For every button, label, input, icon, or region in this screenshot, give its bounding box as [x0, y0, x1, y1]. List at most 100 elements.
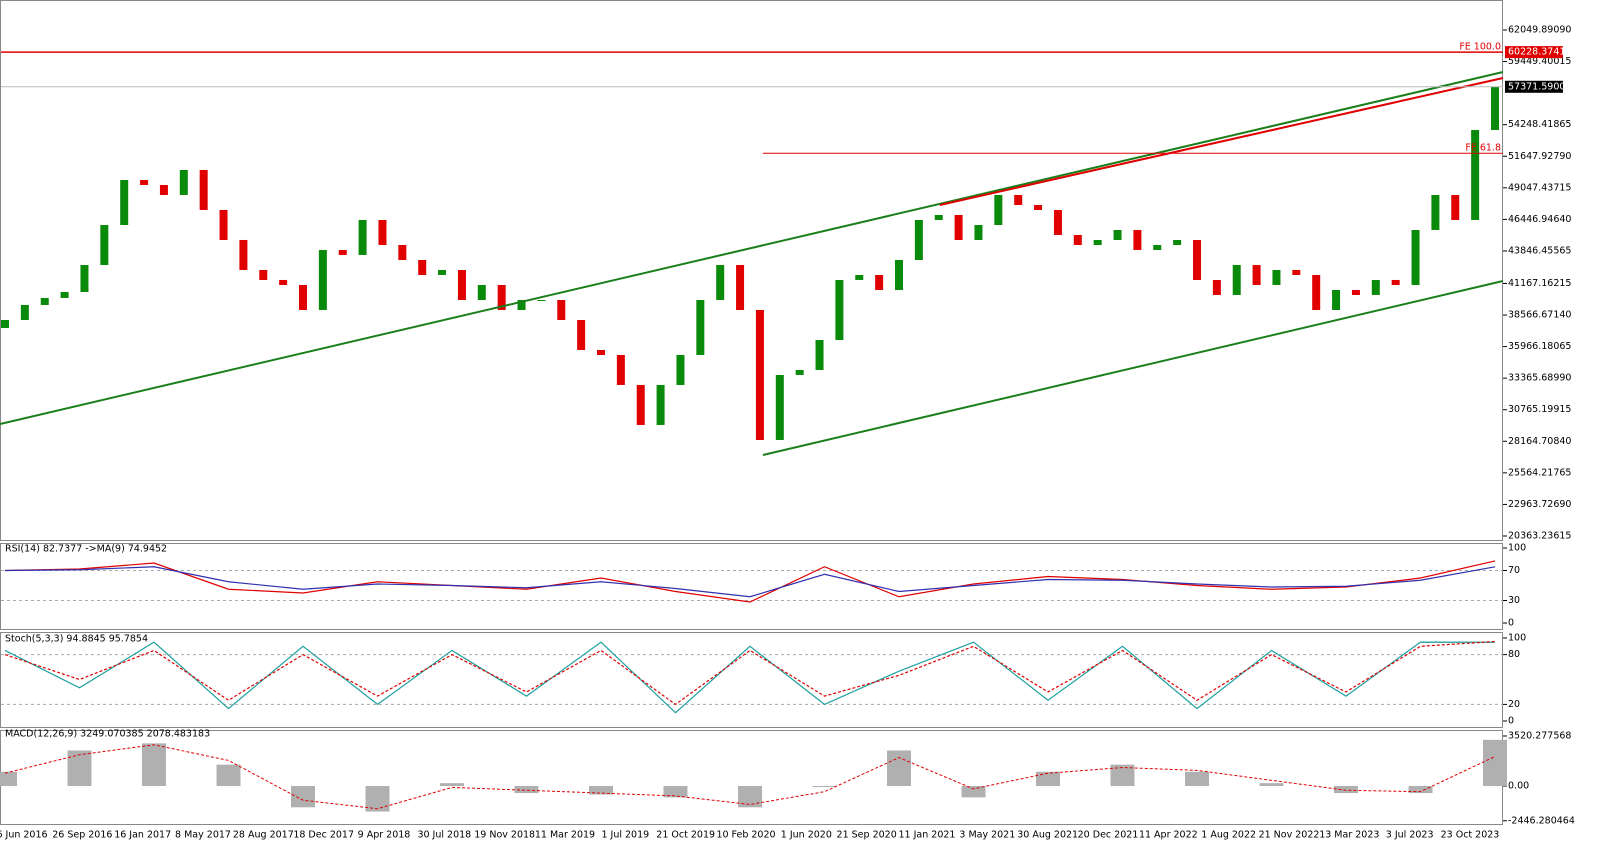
trend-line [939, 77, 1504, 206]
indicator-title: Stoch(5,3,3) 94.8845 95.7854 [5, 634, 148, 645]
y-tick-label: 35966.18065 [1508, 341, 1571, 352]
indicator-line [4, 641, 1496, 714]
macd-bar [1483, 739, 1507, 787]
price-tag-label: 60228.37410 [1508, 47, 1571, 58]
candle-body [1153, 244, 1162, 250]
x-tick-label: 11 Jan 2021 [899, 830, 956, 841]
macd-bar [365, 786, 390, 812]
x-tick-label: 3 May 2021 [959, 830, 1015, 841]
candle-body [835, 279, 844, 340]
trend-line [762, 280, 1504, 456]
candle-body [1491, 86, 1499, 130]
y-tick-label: 43846.45565 [1508, 245, 1571, 256]
candle-body [457, 269, 466, 300]
x-tick-label: 23 Oct 2023 [1441, 830, 1500, 841]
x-tick-label: 11 Apr 2022 [1139, 830, 1198, 841]
x-tick-label: 16 Jan 2017 [114, 830, 171, 841]
candle-body [1391, 279, 1400, 285]
candle-body [815, 339, 824, 370]
macd-bar [291, 786, 315, 808]
x-tick-label: 1 Jun 2020 [781, 830, 832, 841]
price-tag [1505, 46, 1563, 59]
candle-body [1232, 264, 1241, 295]
candle-body [1073, 234, 1082, 245]
x-tick-label: 6 Jun 2016 [0, 830, 48, 841]
candle-body [1053, 209, 1062, 235]
y-tick-label: 59449.40015 [1508, 56, 1571, 67]
macd-bar [961, 786, 986, 798]
candle-body [716, 264, 725, 300]
candle-body [239, 239, 248, 270]
candle-body [1014, 194, 1023, 205]
candle-body [696, 299, 705, 355]
x-tick-label: 1 Jul 2019 [601, 830, 649, 841]
candle-body [398, 244, 407, 260]
y-tick-label: 70 [1508, 565, 1520, 576]
candle-body [1471, 129, 1480, 220]
x-tick-label: 18 Dec 2017 [293, 830, 354, 841]
candle-body [1332, 289, 1341, 310]
candle-body [80, 264, 89, 292]
candle-body [120, 179, 129, 225]
y-tick-label: 33365.68990 [1508, 373, 1571, 384]
macd-bar [812, 786, 837, 788]
candle-body [736, 264, 745, 310]
macd-bar [1185, 771, 1209, 787]
candle-body [795, 369, 804, 375]
y-tick-label: 30 [1508, 595, 1520, 606]
candle-body [1451, 194, 1460, 220]
candle-body [1312, 274, 1321, 310]
candle-body [1252, 264, 1261, 285]
level-name: FE 61.8 [1465, 143, 1501, 154]
x-tick-label: 21 Oct 2019 [656, 830, 715, 841]
candle-body [20, 304, 29, 320]
candle-body [895, 259, 903, 290]
indicator-line [4, 566, 1496, 598]
candle-body [100, 224, 109, 265]
candle-body [1, 319, 9, 328]
indicator-title: MACD(12,26,9) 3249.070385 2078.483183 [5, 729, 210, 740]
x-tick-label: 26 Sep 2016 [52, 830, 112, 841]
candle-body [914, 219, 923, 260]
x-tick-label: 8 May 2017 [175, 830, 231, 841]
candle-body [1034, 204, 1043, 210]
candle-body [875, 274, 884, 290]
candle-body [318, 249, 327, 310]
y-tick-label: 0.00 [1508, 781, 1529, 792]
candle-body [338, 249, 347, 255]
macd-bar [1036, 771, 1060, 787]
candle-body [438, 269, 447, 275]
candle-body [60, 291, 69, 298]
macd-bar [0, 771, 17, 787]
rsi-panel [0, 543, 1503, 630]
candle-body [974, 224, 983, 240]
price-tag-label: 57371.59000 [1508, 81, 1571, 92]
x-tick-label: 20 Dec 2021 [1078, 830, 1139, 841]
indicator-title: RSI(14) 82.7377 ->MA(9) 74.9452 [5, 544, 167, 555]
candle-body [179, 169, 188, 195]
candle-body [279, 279, 288, 285]
main-panel [0, 0, 1503, 541]
candle-body [577, 319, 586, 350]
y-tick-label: 0 [1508, 716, 1514, 727]
candle-body [597, 349, 605, 355]
y-tick-label: 25564.21765 [1508, 467, 1571, 478]
candle-body [934, 214, 943, 220]
candle-body [994, 194, 1003, 225]
y-tick-label: 62049.89090 [1508, 24, 1571, 35]
macd-bar [514, 786, 539, 794]
y-tick-label: 3520.277568 [1508, 730, 1571, 741]
candle-body [259, 269, 268, 280]
candle-body [358, 219, 367, 255]
candle-body [1292, 269, 1301, 275]
candle-body [1133, 229, 1142, 250]
candle-body [954, 214, 963, 240]
y-tick-label: -2446.280464 [1508, 815, 1575, 826]
candle-body [557, 299, 566, 320]
y-tick-label: 0 [1508, 618, 1514, 629]
candle-body [159, 184, 168, 195]
x-tick-label: 21 Nov 2022 [1259, 830, 1320, 841]
signal-line [4, 744, 1496, 810]
candle-body [418, 259, 427, 275]
